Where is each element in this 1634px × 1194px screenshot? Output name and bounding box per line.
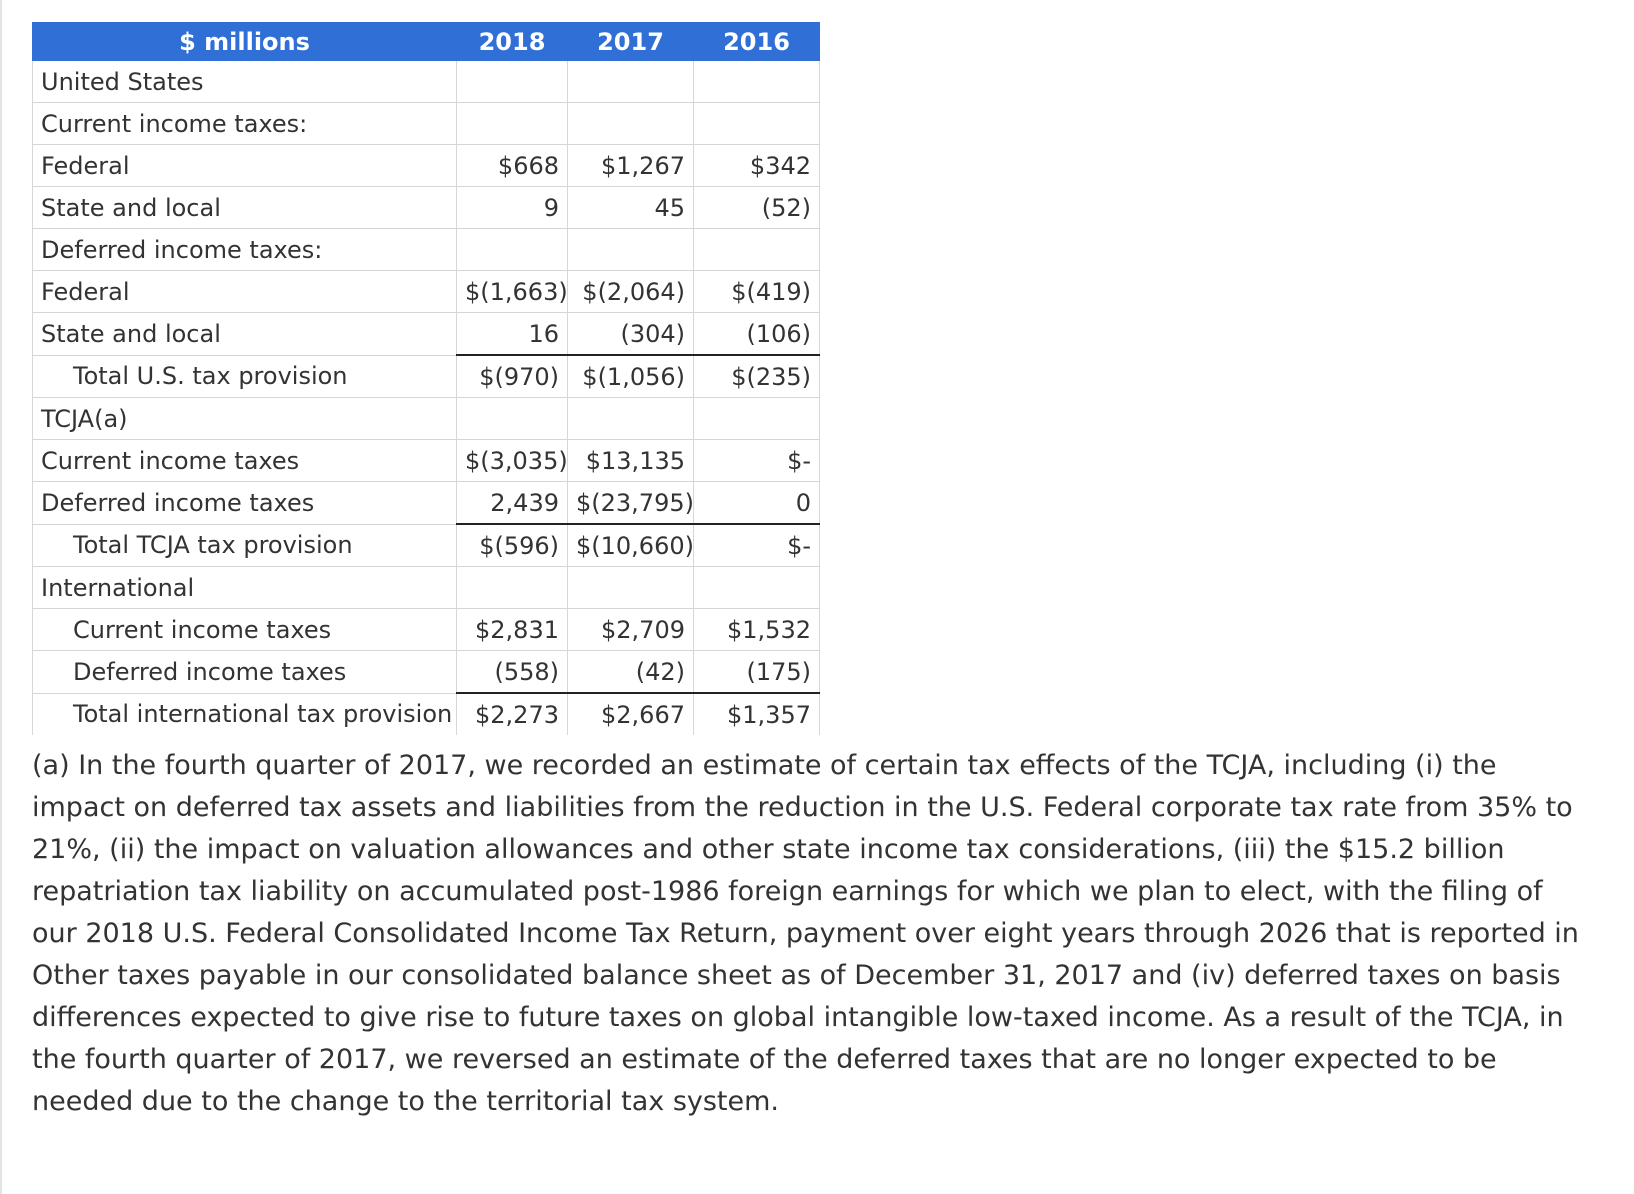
document-content: $ millions 2018 2017 2016 United States … (32, 22, 1622, 1123)
row-label: State and local (32, 186, 457, 229)
table-row: State and local 16 (304) (106) (32, 312, 820, 356)
cell-2016 (693, 397, 820, 440)
header-2016: 2016 (693, 22, 820, 61)
table-row-total: Total international tax provision $2,273… (32, 692, 820, 735)
cell-2016: $- (693, 439, 820, 482)
cell-2017: $2,667 (567, 692, 694, 735)
cell-2017: $(2,064) (567, 270, 694, 313)
cell-2017 (567, 228, 694, 271)
cell-2018 (456, 566, 568, 609)
table-row-total: Total TCJA tax provision $(596) $(10,660… (32, 523, 820, 567)
cell-2018 (456, 228, 568, 271)
cell-2018 (456, 397, 568, 440)
footnote-text: (a) In the fourth quarter of 2017, we re… (32, 750, 1579, 1117)
header-2017: 2017 (567, 22, 694, 61)
table-row: Federal $668 $1,267 $342 (32, 144, 820, 187)
table-row: TCJA(a) (32, 397, 820, 440)
row-label: United States (32, 60, 457, 103)
cell-2016: $- (693, 523, 820, 567)
cell-2018: $2,273 (456, 692, 568, 735)
cell-2016: $1,357 (693, 692, 820, 735)
cell-2017: 45 (567, 186, 694, 229)
table-body: United States Current income taxes: Fede… (32, 60, 820, 735)
cell-2017: $(23,795) (567, 481, 694, 525)
cell-2018: $(596) (456, 523, 568, 567)
row-label: TCJA(a) (32, 397, 457, 440)
header-row: $ millions 2018 2017 2016 (32, 22, 820, 61)
table-row: State and local 9 45 (52) (32, 186, 820, 229)
row-label: Federal (32, 270, 457, 313)
cell-2018: $(1,663) (456, 270, 568, 313)
cell-2017: (42) (567, 650, 694, 694)
table-header: $ millions 2018 2017 2016 (32, 22, 820, 61)
row-label: Total international tax provision (32, 692, 457, 735)
row-label: Current income taxes (32, 608, 457, 651)
row-label: Deferred income taxes (32, 650, 457, 694)
row-label: Current income taxes: (32, 102, 457, 145)
cell-2017: $1,267 (567, 144, 694, 187)
row-label: Current income taxes (32, 439, 457, 482)
table-row-total: Total U.S. tax provision $(970) $(1,056)… (32, 354, 820, 398)
cell-2017 (567, 566, 694, 609)
table-row: Deferred income taxes: (32, 228, 820, 271)
table-row: Federal $(1,663) $(2,064) $(419) (32, 270, 820, 313)
row-label: Deferred income taxes (32, 481, 457, 525)
table-row: International (32, 566, 820, 609)
cell-2018: $2,831 (456, 608, 568, 651)
table-row: United States (32, 60, 820, 103)
table-row: Current income taxes $(3,035) $13,135 $- (32, 439, 820, 482)
table-row: Deferred income taxes (558) (42) (175) (32, 650, 820, 694)
cell-2017 (567, 102, 694, 145)
cell-2016: (175) (693, 650, 820, 694)
cell-2018: 16 (456, 312, 568, 356)
cell-2016: $(235) (693, 354, 820, 398)
cell-2017: $(10,660) (567, 523, 694, 567)
cell-2016: (52) (693, 186, 820, 229)
cell-2016: (106) (693, 312, 820, 356)
cell-2016: $(419) (693, 270, 820, 313)
cell-2017: $13,135 (567, 439, 694, 482)
cell-2018: (558) (456, 650, 568, 694)
cell-2018: $668 (456, 144, 568, 187)
income-tax-table: $ millions 2018 2017 2016 United States … (32, 22, 820, 735)
cell-2018: $(3,035) (456, 439, 568, 482)
cell-2016 (693, 228, 820, 271)
row-label: International (32, 566, 457, 609)
cell-2016 (693, 566, 820, 609)
cell-2017 (567, 397, 694, 440)
table-row: Current income taxes $2,831 $2,709 $1,53… (32, 608, 820, 651)
header-units: $ millions (32, 22, 457, 61)
cell-2017 (567, 60, 694, 103)
row-label: Federal (32, 144, 457, 187)
table-row: Deferred income taxes 2,439 $(23,795) 0 (32, 481, 820, 525)
cell-2017: $(1,056) (567, 354, 694, 398)
cell-2018: $(970) (456, 354, 568, 398)
cell-2016: 0 (693, 481, 820, 525)
table-row: Current income taxes: (32, 102, 820, 145)
cell-2017: $2,709 (567, 608, 694, 651)
cell-2016: $1,532 (693, 608, 820, 651)
cell-2016: $342 (693, 144, 820, 187)
header-2018: 2018 (456, 22, 568, 61)
cell-2017: (304) (567, 312, 694, 356)
cell-2018 (456, 60, 568, 103)
row-label: Deferred income taxes: (32, 228, 457, 271)
row-label: State and local (32, 312, 457, 356)
left-border (0, 0, 2, 1194)
row-label: Total TCJA tax provision (32, 523, 457, 567)
cell-2016 (693, 60, 820, 103)
cell-2018 (456, 102, 568, 145)
cell-2018: 9 (456, 186, 568, 229)
cell-2018: 2,439 (456, 481, 568, 525)
row-label: Total U.S. tax provision (32, 354, 457, 398)
cell-2016 (693, 102, 820, 145)
